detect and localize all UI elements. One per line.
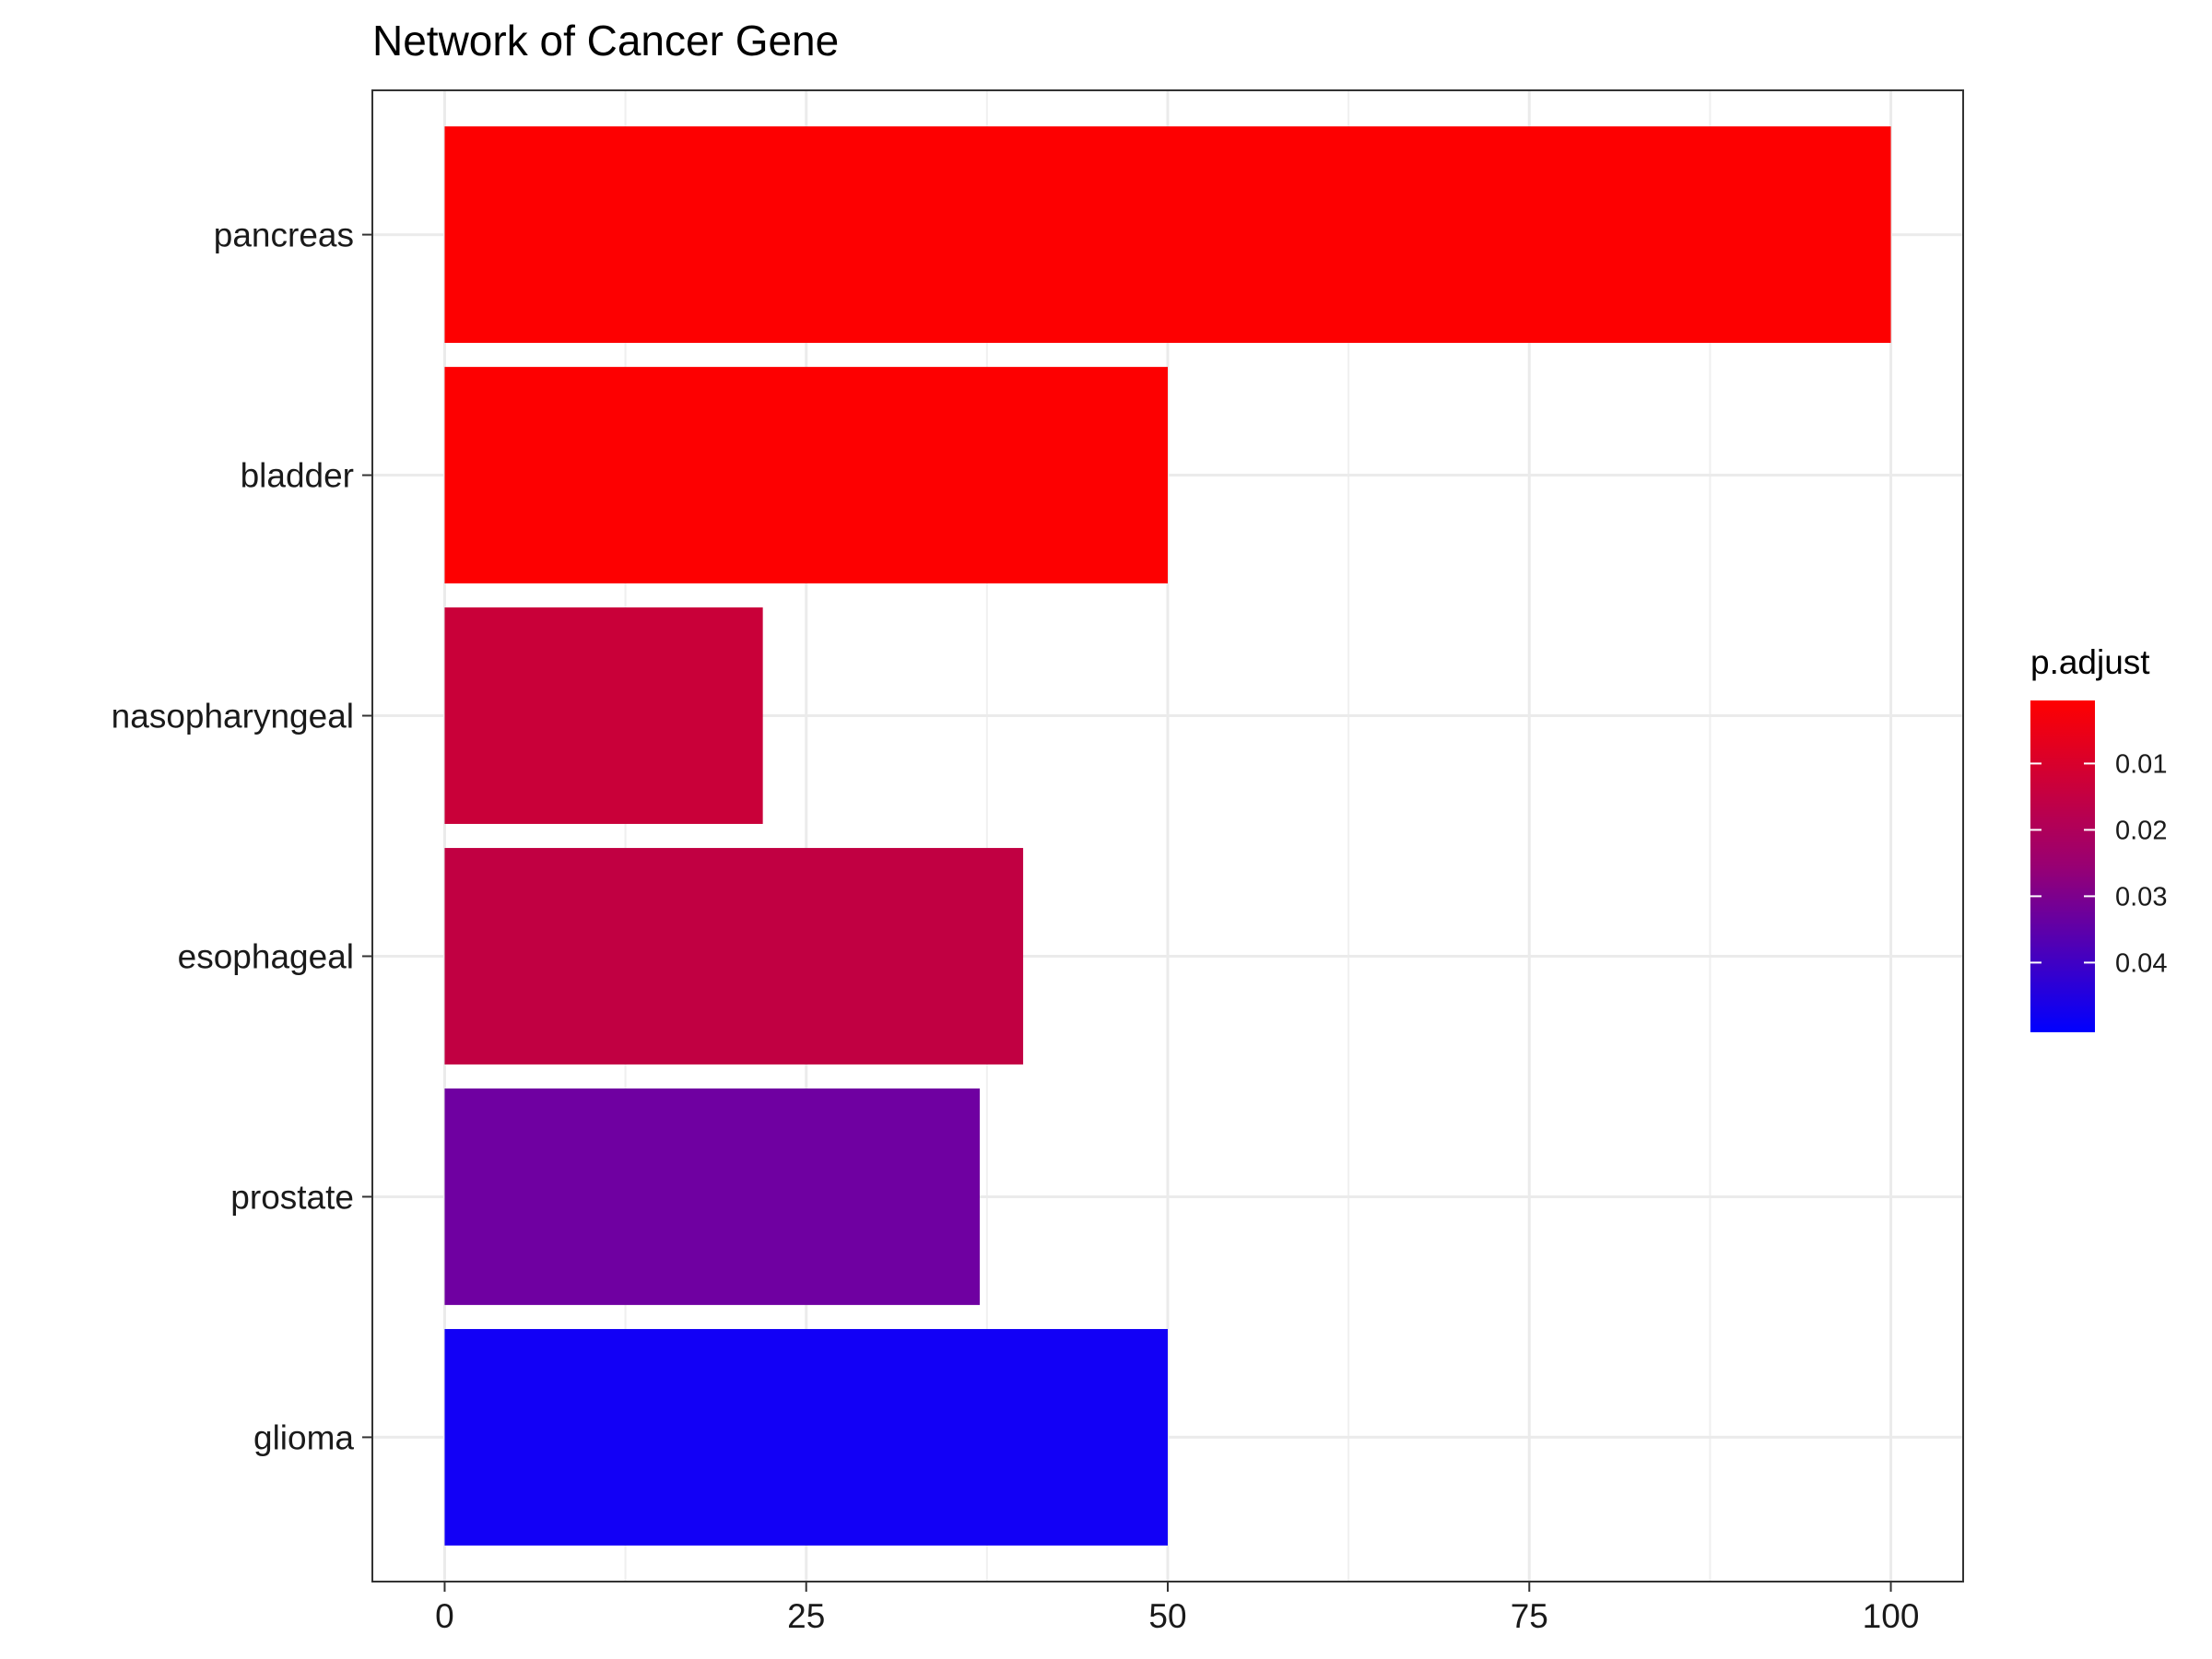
- bar-esophageal: [444, 848, 1024, 1065]
- legend-tick-label: 0.03: [2115, 882, 2167, 912]
- y-tick-label-bladder: bladder: [241, 457, 354, 495]
- legend-tick-label: 0.02: [2115, 816, 2167, 845]
- legend-tick-label: 0.04: [2115, 948, 2167, 978]
- legend-title: p.adjust: [2030, 643, 2150, 681]
- legend-tick-label: 0.01: [2115, 749, 2167, 779]
- y-tick-label-prostate: prostate: [230, 1178, 354, 1216]
- y-tick-label-nasopharyngeal: nasopharyngeal: [112, 698, 354, 735]
- legend-colorbar: [2030, 700, 2095, 1032]
- bar-glioma: [444, 1328, 1168, 1546]
- x-tick-label: 25: [787, 1597, 825, 1635]
- x-tick-label: 0: [435, 1597, 454, 1635]
- legend-ticks: 0.01 0.02 0.03 0.04: [2030, 749, 2167, 978]
- x-tick-label: 100: [1863, 1597, 1920, 1635]
- x-tick-label: 50: [1148, 1597, 1186, 1635]
- chart-title: Network of Cancer Gene: [372, 17, 839, 65]
- x-tick-label: 75: [1511, 1597, 1548, 1635]
- bar-bladder: [444, 367, 1168, 583]
- axes: pancreas bladder nasopharyngeal esophageal p…: [112, 217, 1920, 1635]
- bar-prostate: [444, 1088, 981, 1305]
- bars: [444, 126, 1891, 1546]
- y-tick-label-esophageal: esophageal: [178, 937, 354, 975]
- y-tick-label-glioma: glioma: [253, 1418, 354, 1456]
- bar-pancreas: [444, 126, 1891, 344]
- bar-nasopharyngeal: [444, 607, 763, 824]
- color-legend: p.adjust 0.01 0.02 0.03 0.04: [2030, 643, 2167, 1032]
- y-tick-label-pancreas: pancreas: [214, 217, 354, 254]
